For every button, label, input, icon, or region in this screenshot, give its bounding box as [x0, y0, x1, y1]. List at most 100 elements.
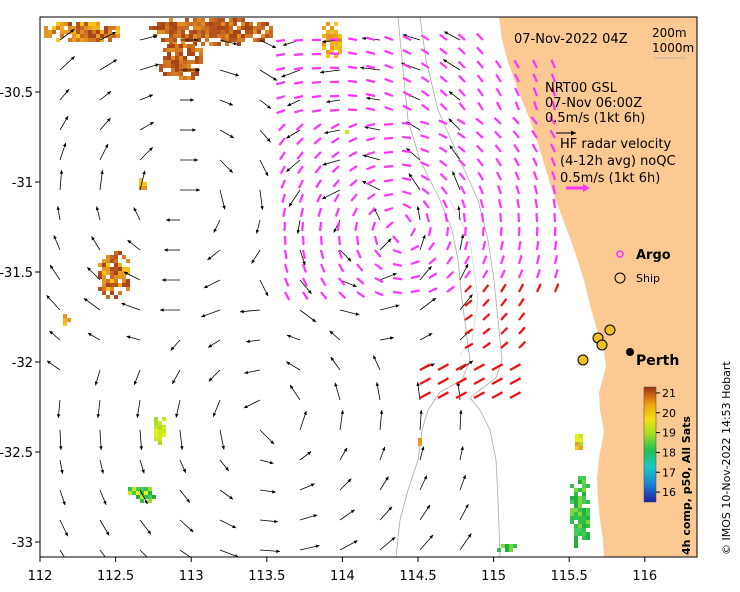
sst-pixel	[418, 438, 422, 442]
radar-arrow-head	[499, 213, 502, 216]
sst-pixel	[163, 48, 167, 52]
sst-pixel	[225, 30, 229, 34]
model-label: NRT00 GSL	[545, 81, 618, 96]
sst-pixel	[68, 38, 72, 42]
radar-arrow-head	[294, 67, 297, 71]
radar-arrow-head	[483, 241, 486, 245]
sst-pixel	[52, 26, 56, 30]
model-arrow-head	[207, 256, 212, 260]
sst-pixel	[110, 259, 114, 263]
sst-pixel	[570, 484, 574, 488]
sst-pixel	[80, 26, 84, 30]
lon-tick-label: 112	[28, 569, 53, 584]
radar-arrow-head	[519, 255, 522, 259]
sst-pixel	[139, 186, 143, 190]
model-arrow-head	[379, 410, 384, 414]
radar-arrow-head	[360, 281, 364, 285]
sst-pixel	[185, 22, 189, 26]
model-arrow-head	[70, 29, 75, 33]
sst-pixel	[233, 30, 237, 34]
sst-pixel	[161, 38, 165, 42]
sst-pixel	[199, 48, 203, 52]
sst-pixel	[334, 34, 338, 38]
model-arrow-head	[244, 370, 249, 375]
sst-pixel	[183, 56, 187, 60]
sst-pixel	[153, 26, 157, 30]
radar-arrow-head	[484, 255, 487, 259]
sst-pixel	[225, 38, 229, 42]
radar-arrow-head	[314, 155, 318, 159]
radar-arrow-head	[475, 118, 479, 122]
sst-pixel	[110, 279, 114, 283]
sst-pixel	[570, 520, 574, 524]
model-arrow-head	[303, 411, 307, 415]
radar-arrow-head	[421, 90, 425, 94]
sst-pixel	[586, 524, 590, 528]
radar-arrow-head	[531, 116, 535, 120]
radar-arrow-head	[399, 291, 402, 295]
sst-pixel	[114, 283, 118, 287]
sst-pixel	[326, 54, 330, 58]
radar-arrow-head	[379, 279, 383, 283]
model-arrow-head	[290, 385, 294, 389]
sst-pixel	[237, 38, 241, 42]
sst-pixel	[322, 26, 326, 30]
model-arrow-head	[225, 467, 229, 471]
sst-pixel	[201, 26, 205, 30]
radar-arrow-head	[438, 120, 442, 123]
model-arrow-head	[229, 495, 234, 500]
sst-pixel	[143, 186, 147, 190]
radar-arrow-head	[449, 256, 453, 260]
sst-pixel	[330, 30, 334, 34]
sst-pixel	[245, 34, 249, 38]
sst-pixel	[334, 54, 338, 58]
model-arrow-head	[416, 206, 421, 211]
sst-pixel	[88, 38, 92, 42]
radar-arrow-head	[312, 38, 315, 42]
sst-pixel	[221, 38, 225, 42]
sst-pixel	[177, 30, 181, 34]
radar-arrow-head	[440, 76, 444, 79]
sst-pixel	[195, 56, 199, 60]
argo-label: Argo	[636, 248, 671, 263]
model-arrow-head	[150, 560, 154, 564]
sst-pixel	[570, 508, 574, 512]
sst-pixel	[209, 18, 213, 22]
sst-pixel	[143, 182, 147, 186]
sst-pixel	[201, 34, 205, 38]
sst-pixel	[161, 30, 165, 34]
sst-pixel	[148, 495, 152, 499]
sst-pixel	[586, 484, 590, 488]
radar-arrow-head	[481, 364, 485, 367]
radar-arrow-head	[359, 268, 363, 272]
radar-arrow-head	[440, 62, 443, 66]
sst-pixel	[44, 34, 48, 38]
ship-markers	[577, 324, 616, 366]
radar-arrow-head	[552, 199, 556, 202]
model-arrow-head	[127, 240, 132, 244]
radar-arrow-head	[494, 117, 498, 121]
sst-pixel	[225, 22, 229, 26]
radar-arrow-head	[504, 342, 508, 345]
sst-pixel	[197, 34, 201, 38]
sst-pixel	[84, 34, 88, 38]
radar-arrow-head	[550, 143, 554, 147]
sst-pixel	[110, 275, 114, 279]
sst-pixel	[84, 26, 88, 30]
radar-arrow-head	[330, 80, 333, 84]
sst-pixel	[80, 34, 84, 38]
sst-pixel	[241, 22, 245, 26]
model-arrow-head	[233, 41, 238, 46]
radar-arrow-head	[520, 284, 524, 288]
radar-arrow-head	[384, 64, 388, 68]
sst-pixel	[175, 56, 179, 60]
model-arrow-head	[229, 102, 233, 106]
radar-arrow-head	[501, 255, 505, 259]
model-arrow-head	[235, 73, 240, 77]
radar-arrow-head	[366, 79, 370, 82]
sst-pixel	[175, 48, 179, 52]
model-arrow-head	[104, 143, 109, 148]
sst-pixel	[205, 26, 209, 30]
model-arrow-head	[310, 483, 315, 487]
model-arrow-head	[270, 440, 275, 445]
